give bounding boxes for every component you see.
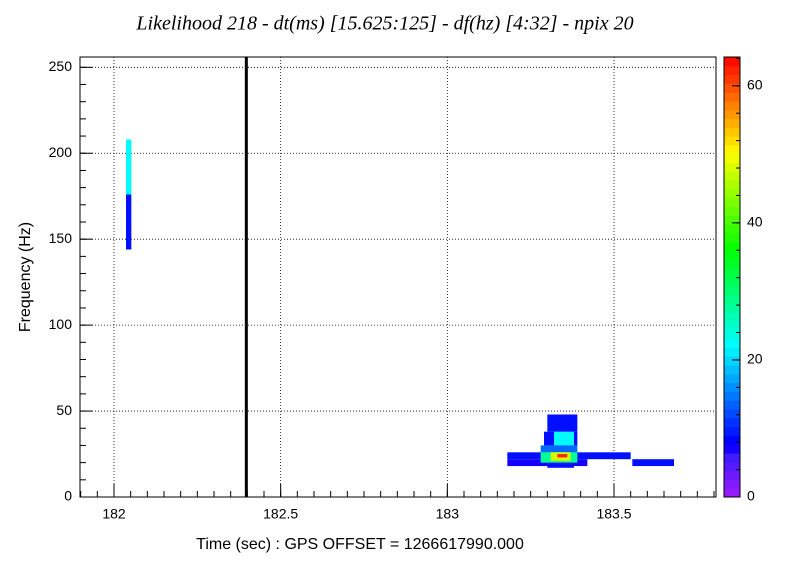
colorbar-segment [724, 171, 740, 181]
x-tick-label: 182.5 [263, 506, 298, 522]
x-axis-label: Time (sec) : GPS OFFSET = 1266617990.000 [196, 536, 524, 553]
colorbar-segment [724, 145, 740, 155]
colorbar-segment [724, 303, 740, 313]
y-tick-label: 0 [64, 488, 72, 504]
colorbar-segment [724, 233, 740, 243]
colorbar-segment [724, 109, 740, 120]
plot-frame [79, 56, 717, 498]
colorbar-segment [724, 153, 740, 164]
colorbar-segment [724, 356, 740, 366]
colorbar-segment [724, 189, 740, 199]
colorbar-segment [724, 365, 740, 375]
colorbar-segment [724, 382, 740, 392]
z-tick-label: 20 [747, 351, 763, 367]
colorbar-segment [724, 206, 740, 216]
heat-cell [547, 414, 578, 432]
colorbar-segment [724, 409, 740, 419]
colorbar-segment [724, 461, 740, 472]
x-tick-label: 183 [436, 506, 460, 522]
heat-cell [557, 454, 568, 458]
colorbar-segment [724, 74, 740, 84]
colorbar-segment [724, 197, 740, 208]
colorbar-segment [724, 285, 740, 296]
colorbar-segment [724, 312, 740, 322]
x-tick-label: 183.5 [596, 506, 631, 522]
heat-cell [126, 194, 132, 250]
colorbar-segment [724, 250, 740, 260]
colorbar-segment [724, 268, 740, 278]
colorbar-segment [724, 321, 740, 331]
heat-cell [554, 431, 574, 446]
colorbar-segment [724, 101, 740, 111]
colorbar-segment [724, 400, 740, 410]
z-tick-label: 40 [747, 214, 763, 230]
colorbar-segment [724, 277, 740, 287]
colorbar-segment [724, 83, 740, 93]
colorbar-segment [724, 435, 740, 445]
heat-cell [547, 462, 574, 468]
colorbar-segment [724, 417, 740, 428]
heat-cell [632, 459, 674, 467]
colorbar-segment [724, 259, 740, 269]
colorbar-segment [724, 470, 740, 480]
colorbar-segment [724, 118, 740, 128]
colorbar-segment [724, 215, 740, 225]
z-tick-label: 60 [747, 76, 763, 92]
colorbar-segment [724, 180, 740, 190]
y-tick-label: 100 [49, 316, 73, 332]
colorbar-segment [724, 391, 740, 401]
colorbar-segment [724, 241, 740, 252]
colorbar-segment [724, 127, 740, 137]
colorbar-segment [724, 65, 740, 76]
heat-cell [540, 445, 578, 453]
y-axis-label: Frequency (Hz) [17, 222, 34, 332]
y-tick-label: 250 [49, 58, 73, 74]
colorbar-segment [724, 338, 740, 348]
colorbar-segment [724, 162, 740, 172]
z-tick-label: 0 [747, 488, 755, 504]
x-tick-label: 182 [102, 506, 126, 522]
colorbar-segment [724, 426, 740, 436]
colorbar-segment [724, 453, 740, 463]
colorbar-segment [724, 373, 740, 384]
heat-cell [126, 139, 132, 195]
colorbar-segment [724, 479, 740, 489]
y-tick-label: 200 [49, 144, 73, 160]
colorbar-segment [724, 347, 740, 357]
colorbar-segment [724, 136, 740, 146]
colorbar-segment [724, 329, 740, 340]
colorbar-segment [724, 57, 740, 67]
colorbar-segment [724, 294, 740, 304]
chart-title: Likelihood 218 - dt(ms) [15.625:125] - d… [135, 13, 633, 35]
y-tick-label: 150 [49, 230, 73, 246]
colorbar-segment [724, 444, 740, 454]
colorbar-segment [724, 92, 740, 102]
colorbar-segment [724, 488, 740, 498]
y-tick-label: 50 [56, 402, 72, 418]
colorbar-segment [724, 224, 740, 234]
